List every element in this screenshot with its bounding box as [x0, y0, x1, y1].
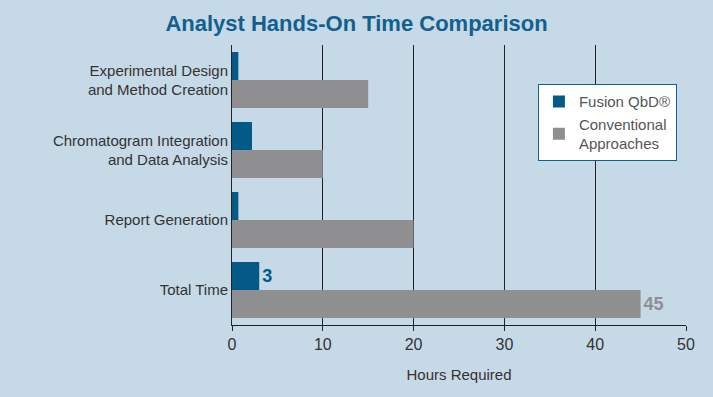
svg-text:Report Generation: Report Generation [105, 211, 228, 228]
svg-text:30: 30 [496, 336, 514, 353]
svg-text:3: 3 [262, 266, 272, 286]
svg-text:45: 45 [644, 294, 664, 314]
svg-text:ConventionalApproaches: ConventionalApproaches [579, 116, 667, 152]
svg-text:Analyst Hands-On Time Comparis: Analyst Hands-On Time Comparison [165, 11, 547, 36]
svg-text:Total Time: Total Time [160, 281, 228, 298]
svg-text:Experimental Designand Method: Experimental Designand Method Creation [88, 62, 228, 99]
svg-text:Chromatogram Integrationand Da: Chromatogram Integrationand Data Analysi… [53, 132, 228, 169]
svg-text:20: 20 [405, 336, 423, 353]
svg-text:10: 10 [314, 336, 332, 353]
svg-text:0: 0 [228, 336, 237, 353]
svg-text:40: 40 [586, 336, 604, 353]
svg-text:50: 50 [677, 336, 695, 353]
svg-text:Hours Required: Hours Required [406, 366, 511, 383]
svg-text:Fusion QbD®: Fusion QbD® [579, 93, 670, 110]
